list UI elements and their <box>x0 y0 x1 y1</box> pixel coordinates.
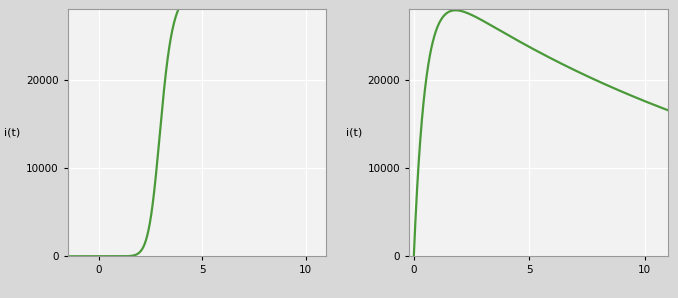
Y-axis label: i(t): i(t) <box>4 128 20 138</box>
Y-axis label: i(t): i(t) <box>346 128 362 138</box>
